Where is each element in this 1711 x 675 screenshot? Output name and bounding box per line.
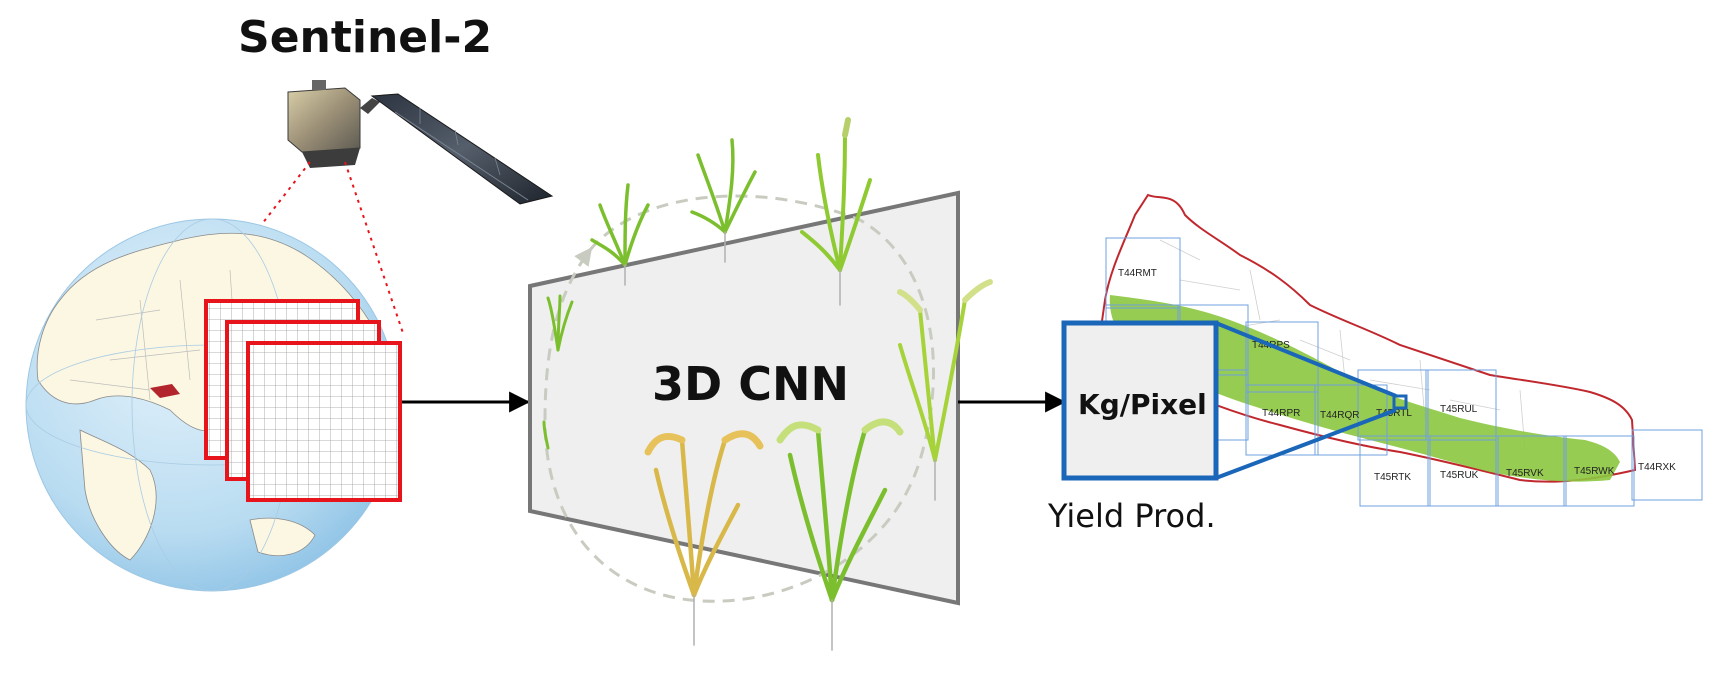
output-label: Kg/Pixel (1078, 388, 1207, 421)
rice-stage-seedling (542, 294, 574, 450)
tile-label-t45rwk: T45RWK (1574, 466, 1615, 477)
rice-stage-young-2 (690, 138, 757, 263)
rice-region (1109, 295, 1620, 482)
rice-stage-tillering (800, 117, 872, 306)
selected-pixel (1392, 394, 1408, 410)
tile-label-t45rvk: T45RVK (1506, 468, 1544, 479)
tile-label-t44rqr: T44RQR (1320, 410, 1359, 421)
satellite-icon (287, 80, 554, 205)
tile-label-t44rxk: T44RXK (1638, 462, 1676, 473)
cnn-block (528, 190, 960, 606)
rice-stage-ripening-green (776, 418, 904, 651)
tile-label-t45rtl: T45RTL (1376, 408, 1412, 419)
satellite-label: Sentinel-2 (238, 12, 492, 63)
tile-label-t44rmt: T44RMT (1118, 268, 1157, 279)
nepal-map-icon: T44RMT T44RPS T44RPR T44RQR T45RTL T45RU… (1098, 193, 1703, 507)
rice-stage-mature (644, 430, 764, 646)
image-stack-icon (204, 299, 402, 502)
output-box (1061, 320, 1219, 481)
rice-stage-heading (897, 279, 993, 501)
rice-growth-cycle-icon (542, 117, 993, 651)
tile-label-t44rpr: T44RPR (1262, 408, 1300, 419)
tile-label-t45rtk: T45RTK (1374, 472, 1411, 483)
view-line-right (344, 161, 405, 337)
rice-stage-young-1 (590, 183, 650, 286)
tile-label-t45rul: T45RUL (1440, 404, 1478, 415)
zoom-line-bottom (1215, 408, 1397, 480)
tile-label-t45ruk: T45RUK (1440, 470, 1479, 481)
image-frame-3 (246, 341, 402, 502)
model-label: 3D CNN (652, 357, 849, 411)
zoom-line-top (1215, 321, 1397, 398)
output-caption: Yield Prod. (1047, 497, 1216, 535)
